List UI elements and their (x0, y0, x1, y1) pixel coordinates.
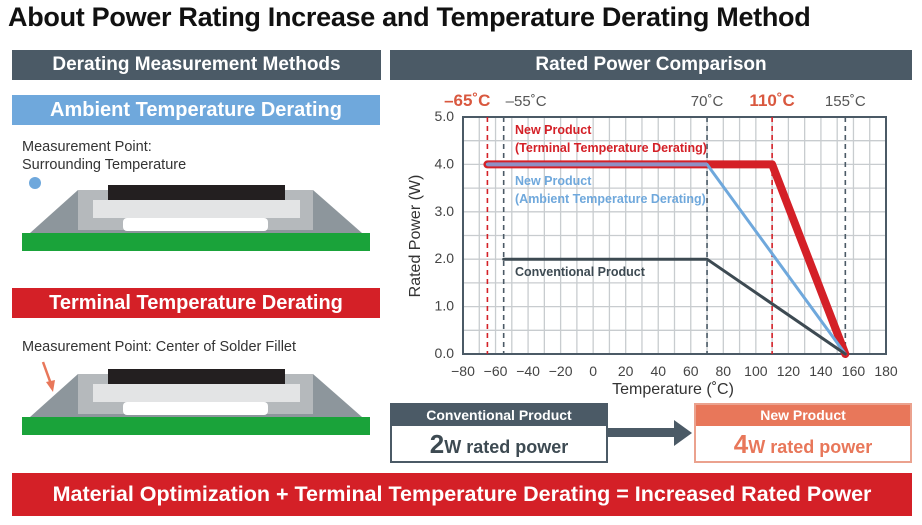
new-box-label: New Product (696, 405, 910, 426)
series-label: New Product (515, 174, 592, 188)
y-tick-label: 0.0 (435, 345, 455, 361)
pcb-board (22, 417, 370, 435)
y-tick-label: 1.0 (435, 298, 455, 314)
marker-label: –55˚C (506, 93, 547, 110)
conventional-product-box: Conventional Product 2W rated power (390, 403, 608, 463)
x-tick-label: 60 (683, 363, 699, 379)
pcb-board (22, 233, 370, 251)
series-line (502, 257, 847, 356)
substrate-underside (123, 402, 268, 415)
ambient-derating-title: Ambient Temperature Derating (12, 95, 380, 125)
marker-label: 70˚C (691, 93, 724, 110)
ambient-note-line2: Surrounding Temperature (22, 157, 187, 173)
x-tick-label: 40 (650, 363, 666, 379)
chart-ticks: −80 −60 −40 −20 0 20 40 60 80 100 120 140 160 180 0.0 1… (435, 108, 898, 379)
component-diagrams (22, 177, 370, 435)
ambient-note-line1: Measurement Point: (22, 139, 152, 155)
marker-label: 155˚C (825, 93, 866, 110)
x-tick-label: 140 (809, 363, 833, 379)
x-tick-label: 180 (874, 363, 898, 379)
x-tick-label: 80 (716, 363, 732, 379)
temperature-markers: –65˚C –55˚C 70˚C 110˚C 155˚C (444, 91, 866, 354)
series-label: New Product (515, 123, 592, 137)
new-watts: 4 (733, 429, 749, 459)
x-tick-label: −20 (549, 363, 573, 379)
series-labels: New Product (Terminal Temperature Deratin… (515, 123, 707, 279)
marker-label: –65˚C (444, 91, 490, 110)
arrow-right-icon (606, 420, 692, 446)
series-label-sub: (Terminal Temperature Derating) (515, 141, 707, 155)
x-axis-label: Temperature (˚C) (612, 381, 734, 398)
x-tick-label: 160 (842, 363, 866, 379)
series-label-sub: (Ambient Temperature Derating) (515, 192, 706, 206)
x-tick-label: −60 (484, 363, 508, 379)
x-tick-label: −40 (516, 363, 540, 379)
substrate-underside (123, 218, 268, 231)
ambient-measurement-dot (29, 177, 41, 189)
y-tick-label: 4.0 (435, 155, 455, 171)
y-tick-label: 2.0 (435, 250, 455, 266)
marker-label: 110˚C (749, 91, 794, 110)
y-tick-label: 5.0 (435, 108, 455, 124)
y-tick-label: 3.0 (435, 203, 455, 219)
page-title: About Power Rating Increase and Temperat… (8, 2, 811, 32)
chart-series (483, 160, 850, 358)
conventional-box-value: 2W rated power (392, 426, 606, 465)
new-unit: W rated power (748, 437, 873, 457)
x-tick-label: 20 (618, 363, 634, 379)
conventional-unit: W rated power (444, 437, 569, 457)
terminal-component-diagram (22, 369, 370, 435)
summary-banner: Material Optimization + Terminal Tempera… (12, 473, 912, 516)
y-axis-label: Rated Power (W) (407, 175, 424, 298)
resistive-element (108, 369, 285, 384)
left-section-header: Derating Measurement Methods (12, 50, 381, 80)
measurement-arrow-icon (41, 361, 55, 392)
series-label: Conventional Product (515, 265, 646, 279)
ceramic-substrate (93, 384, 300, 402)
plot-border (462, 116, 887, 355)
conventional-watts: 2 (429, 429, 445, 459)
x-tick-label: 120 (777, 363, 801, 379)
new-product-box: New Product 4W rated power (694, 403, 912, 463)
conventional-box-label: Conventional Product (392, 405, 606, 426)
terminal-measurement-note: Measurement Point: Center of Solder Fill… (22, 339, 297, 355)
x-tick-label: 0 (589, 363, 597, 379)
resistive-element (108, 185, 285, 200)
rated-power-chart: –65˚C –55˚C 70˚C 110˚C 155˚C −80 −60 −40 −20 0 20… (407, 91, 898, 398)
ceramic-substrate (93, 200, 300, 218)
x-tick-label: 100 (744, 363, 768, 379)
ambient-measurement-note: Measurement Point: Surrounding Temperatu… (22, 138, 186, 174)
terminal-derating-title: Terminal Temperature Derating (12, 288, 380, 318)
right-section-header: Rated Power Comparison (390, 50, 912, 80)
ambient-component-diagram (22, 177, 370, 251)
x-tick-label: −80 (451, 363, 475, 379)
new-box-value: 4W rated power (696, 426, 910, 465)
